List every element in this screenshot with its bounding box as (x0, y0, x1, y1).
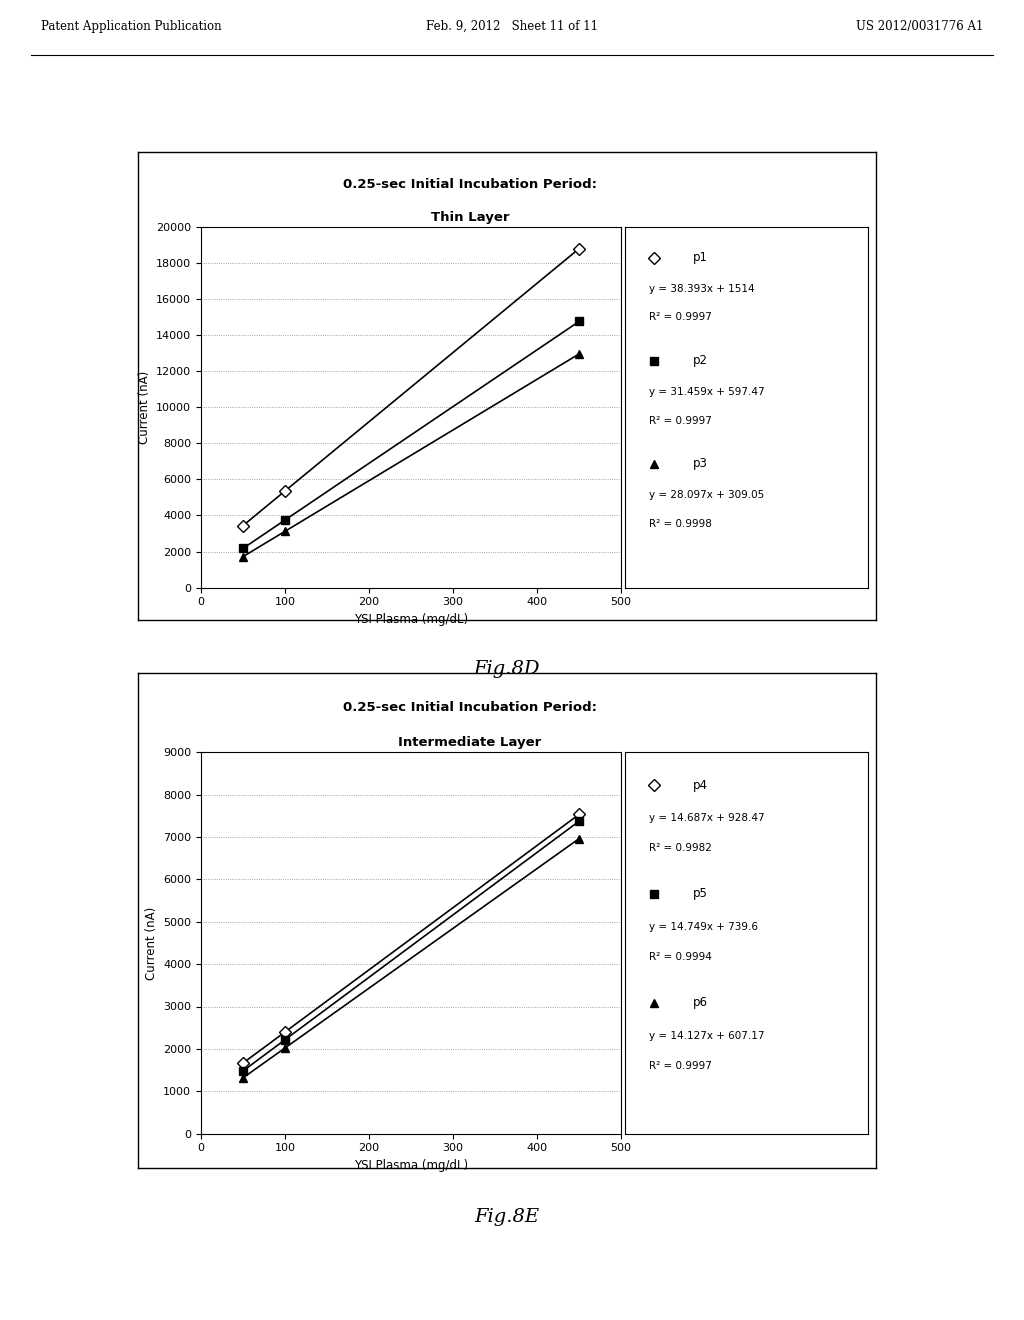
Text: Fig.8D: Fig.8D (474, 660, 540, 678)
Text: R² = 0.9997: R² = 0.9997 (649, 416, 712, 425)
Text: y = 28.097x + 309.05: y = 28.097x + 309.05 (649, 490, 765, 500)
Y-axis label: Current (nA): Current (nA) (137, 371, 151, 444)
Text: R² = 0.9997: R² = 0.9997 (649, 313, 712, 322)
Text: Intermediate Layer: Intermediate Layer (398, 737, 542, 748)
Text: Thin Layer: Thin Layer (431, 211, 509, 224)
Text: y = 14.127x + 607.17: y = 14.127x + 607.17 (649, 1031, 765, 1040)
Text: p6: p6 (693, 997, 708, 1010)
X-axis label: YSI Plasma (mg/dL): YSI Plasma (mg/dL) (354, 612, 468, 626)
Text: R² = 0.9997: R² = 0.9997 (649, 1061, 712, 1071)
Text: 0.25-sec Initial Incubation Period:: 0.25-sec Initial Incubation Period: (343, 701, 597, 714)
Text: p3: p3 (693, 458, 708, 470)
Text: p5: p5 (693, 887, 708, 900)
Y-axis label: Current (nA): Current (nA) (144, 907, 158, 979)
Text: p2: p2 (693, 354, 708, 367)
Text: y = 14.687x + 928.47: y = 14.687x + 928.47 (649, 813, 765, 822)
Text: p1: p1 (693, 251, 708, 264)
Text: y = 31.459x + 597.47: y = 31.459x + 597.47 (649, 387, 765, 397)
Text: R² = 0.9982: R² = 0.9982 (649, 843, 712, 853)
Text: R² = 0.9998: R² = 0.9998 (649, 519, 712, 529)
Text: 0.25-sec Initial Incubation Period:: 0.25-sec Initial Incubation Period: (343, 178, 597, 191)
Text: y = 38.393x + 1514: y = 38.393x + 1514 (649, 284, 755, 293)
Text: Fig.8E: Fig.8E (474, 1208, 540, 1226)
Text: Patent Application Publication: Patent Application Publication (41, 20, 221, 33)
X-axis label: YSI Plasma (mg/dL): YSI Plasma (mg/dL) (354, 1159, 468, 1172)
Text: y = 14.749x + 739.6: y = 14.749x + 739.6 (649, 921, 758, 932)
Text: p4: p4 (693, 779, 708, 792)
Text: US 2012/0031776 A1: US 2012/0031776 A1 (856, 20, 983, 33)
Text: Feb. 9, 2012   Sheet 11 of 11: Feb. 9, 2012 Sheet 11 of 11 (426, 20, 598, 33)
Text: R² = 0.9994: R² = 0.9994 (649, 952, 712, 962)
